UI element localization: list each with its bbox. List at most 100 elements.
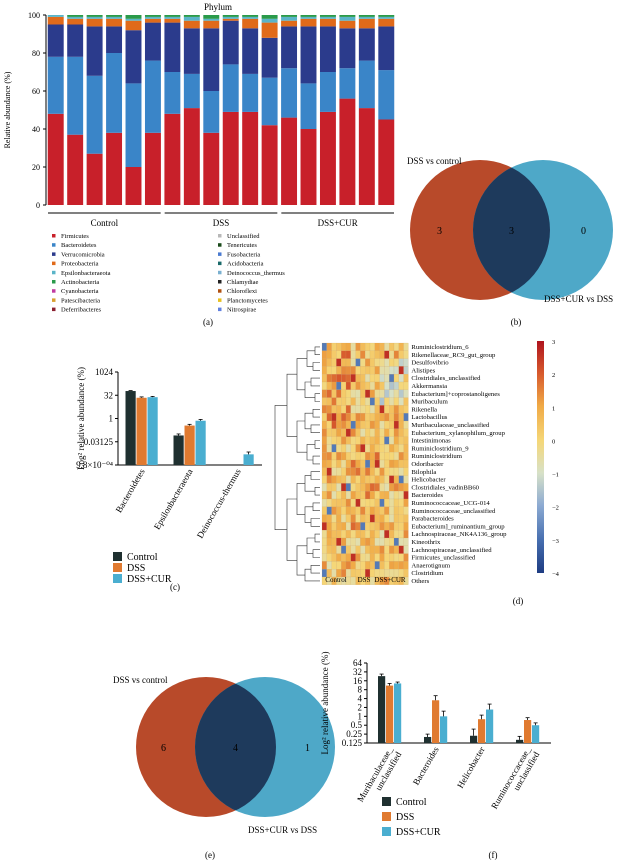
bar-segment-verrucomicrobia [106, 26, 123, 53]
bar-segment-epsilonbacteraeota [125, 18, 142, 21]
heatmap-cell [321, 452, 327, 461]
heatmap-cell [379, 358, 385, 367]
color-scale-tick: 2 [552, 372, 555, 379]
heatmap-cell [365, 436, 371, 445]
heatmap-cell [326, 405, 332, 414]
heatmap-group-label: DSS [358, 576, 371, 584]
heatmap-cell [389, 475, 395, 484]
heatmap-cell [321, 342, 327, 351]
heatmap-cell [345, 405, 351, 414]
dendrogram-branch [314, 346, 320, 355]
legend-swatch [52, 280, 56, 284]
heatmap-cell [374, 374, 380, 383]
heatmap-cell [393, 389, 399, 398]
heatmap-cell [374, 405, 380, 414]
heatmap-cell [321, 444, 327, 453]
heatmap-cell [355, 530, 361, 539]
heatmap-cell [369, 405, 375, 414]
venn-overlap [473, 160, 550, 300]
y-tick-label: 80 [32, 49, 40, 58]
bar-segment-proteobacteria [47, 16, 64, 25]
heatmap-cell [326, 491, 332, 500]
heatmap-cell [360, 381, 366, 390]
heatmap-cell [321, 374, 327, 383]
heatmap-cell [384, 452, 390, 461]
heatmap-cell [379, 530, 385, 539]
heatmap-cell [384, 483, 390, 492]
heatmap-cell [355, 514, 361, 523]
heatmap-row-label: Clostridium [411, 570, 444, 577]
venn-overlap-count: 4 [233, 743, 238, 754]
heatmap-cell [379, 452, 385, 461]
heatmap-cell [360, 428, 366, 437]
heatmap-cell [326, 358, 332, 367]
dendrogram-branch [312, 502, 320, 511]
heatmap-cell [321, 389, 327, 398]
heatmap-cell [345, 397, 351, 406]
dendrogram-branch [312, 549, 320, 558]
bar-segment-other [164, 15, 181, 17]
heatmap-cell [355, 545, 361, 554]
heatmap-cell [355, 342, 361, 351]
y-tick-label: 64 [353, 658, 363, 668]
heatmap-cell [398, 358, 404, 367]
heatmap-cell [369, 537, 375, 546]
bar-segment-proteobacteria [281, 20, 298, 27]
heatmap-cell [336, 522, 342, 531]
bar-segment-bacteroidetes [106, 53, 123, 133]
heatmap-cell [403, 506, 409, 515]
heatmap-cell [379, 506, 385, 515]
heatmap-cell [369, 561, 375, 570]
bar-segment-epsilonbacteraeota [261, 18, 278, 23]
x-tick-label: Ruminococcaceae_unclassified [489, 745, 542, 816]
heatmap-cell [365, 366, 371, 375]
heatmap-cell [341, 381, 347, 390]
heatmap-cell [374, 350, 380, 359]
x-tick-label-line: Helicobacter [455, 745, 487, 790]
heatmap-cell [369, 444, 375, 453]
heatmap-cell [326, 561, 332, 570]
bar-segment-firmicutes [86, 153, 103, 205]
heatmap-cell [384, 459, 390, 468]
chart-title: Phylum [204, 2, 232, 12]
heatmap-cell [365, 545, 371, 554]
heatmap-cell [336, 381, 342, 390]
heatmap-cell [321, 366, 327, 375]
bar-segment-firmicutes [319, 111, 336, 205]
heatmap-cell [355, 366, 361, 375]
dendrogram-branch [296, 483, 305, 515]
heatmap-cell [341, 506, 347, 515]
y-tick-label: 40 [32, 125, 40, 134]
legend-swatch [382, 812, 391, 821]
heatmap-cell [345, 358, 351, 367]
legend-label: Firmicutes [61, 233, 89, 240]
heatmap-cell [398, 545, 404, 554]
heatmap-cell [374, 381, 380, 390]
heatmap-cell [326, 467, 332, 476]
heatmap-cell [389, 358, 395, 367]
heatmap-cell [369, 475, 375, 484]
y-tick-label: 32 [104, 390, 113, 400]
heatmap-cell [398, 428, 404, 437]
heatmap-cell [369, 342, 375, 351]
heatmap-cell [331, 452, 337, 461]
heatmap-cell [336, 428, 342, 437]
heatmap-cell [398, 459, 404, 468]
heatmap-cell [350, 553, 356, 562]
heatmap-cell [350, 483, 356, 492]
bar-segment-other [183, 15, 200, 17]
heatmap-cell [321, 350, 327, 359]
heatmap-row-label: Eubacterium_xylanophilum_group [411, 430, 505, 437]
dendrogram-branch [314, 440, 320, 449]
heatmap-cell [403, 530, 409, 539]
heatmap-cell [365, 522, 371, 531]
heatmap-cell [379, 459, 385, 468]
heatmap-cell [341, 553, 347, 562]
heatmap-cell [393, 530, 399, 539]
heatmap-cell [365, 537, 371, 546]
heatmap-cell [355, 483, 361, 492]
heatmap-cell [398, 389, 404, 398]
heatmap-row-label: Bilophila [411, 469, 436, 476]
legend-label: Unclassified [227, 233, 260, 240]
heatmap-cell [360, 522, 366, 531]
